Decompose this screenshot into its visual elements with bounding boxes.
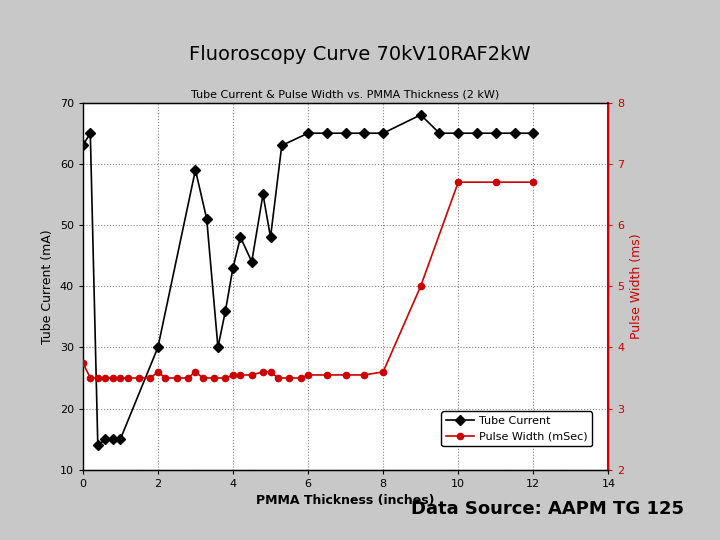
Pulse Width (mSec) [258,369,267,375]
Tube Current [435,130,444,137]
Tube Current [266,234,275,240]
Pulse Width (mSec) [323,372,331,378]
Line: Pulse Width (mSec): Pulse Width (mSec) [80,179,536,381]
Pulse Width (mSec) [116,375,125,381]
Pulse Width (mSec) [94,375,102,381]
Tube Current [248,259,256,265]
Tube Current [214,344,222,350]
Pulse Width (mSec) [285,375,294,381]
Pulse Width (mSec) [101,375,109,381]
Pulse Width (mSec) [529,179,538,185]
Tube Current [258,191,267,198]
Title: Tube Current & Pulse Width vs. PMMA Thickness (2 kW): Tube Current & Pulse Width vs. PMMA Thic… [192,89,500,99]
Pulse Width (mSec) [304,372,312,378]
Pulse Width (mSec) [191,369,199,375]
Pulse Width (mSec) [146,375,155,381]
Tube Current [229,265,238,271]
Tube Current [153,344,162,350]
X-axis label: PMMA Thickness (inches): PMMA Thickness (inches) [256,495,435,508]
Tube Current [360,130,369,137]
Pulse Width (mSec) [78,360,87,366]
Text: Data Source: AAPM TG 125: Data Source: AAPM TG 125 [411,501,684,518]
Pulse Width (mSec) [184,375,192,381]
Tube Current [454,130,462,137]
Y-axis label: Pulse Width (ms): Pulse Width (ms) [630,233,643,339]
Tube Current [116,436,125,442]
Pulse Width (mSec) [266,369,275,375]
Pulse Width (mSec) [492,179,500,185]
Pulse Width (mSec) [248,372,256,378]
Tube Current [304,130,312,137]
Tube Current [323,130,331,137]
Pulse Width (mSec) [360,372,369,378]
Tube Current [78,142,87,149]
Tube Current [473,130,482,137]
Tube Current [236,234,245,240]
Tube Current [191,167,199,173]
Pulse Width (mSec) [454,179,462,185]
Pulse Width (mSec) [210,375,219,381]
Tube Current [221,307,230,314]
Tube Current [492,130,500,137]
Line: Tube Current: Tube Current [79,111,537,449]
Pulse Width (mSec) [379,369,387,375]
Pulse Width (mSec) [296,375,305,381]
Tube Current [416,112,425,118]
Pulse Width (mSec) [124,375,132,381]
Tube Current [529,130,538,137]
Pulse Width (mSec) [416,283,425,289]
Tube Current [277,142,286,149]
Tube Current [109,436,117,442]
Pulse Width (mSec) [229,372,238,378]
Tube Current [341,130,350,137]
Pulse Width (mSec) [153,369,162,375]
Y-axis label: Tube Current (mA): Tube Current (mA) [41,229,54,343]
Pulse Width (mSec) [109,375,117,381]
Tube Current [86,130,94,137]
Pulse Width (mSec) [199,375,207,381]
Legend: Tube Current, Pulse Width (mSec): Tube Current, Pulse Width (mSec) [441,411,593,446]
Pulse Width (mSec) [236,372,245,378]
Pulse Width (mSec) [161,375,170,381]
Pulse Width (mSec) [86,375,94,381]
Pulse Width (mSec) [135,375,143,381]
Pulse Width (mSec) [172,375,181,381]
Tube Current [510,130,519,137]
Pulse Width (mSec) [221,375,230,381]
Tube Current [101,436,109,442]
Pulse Width (mSec) [341,372,350,378]
Tube Current [379,130,387,137]
Tube Current [202,215,211,222]
Tube Current [94,442,102,449]
Pulse Width (mSec) [274,375,282,381]
Text: Fluoroscopy Curve 70kV10RAF2kW: Fluoroscopy Curve 70kV10RAF2kW [189,44,531,64]
